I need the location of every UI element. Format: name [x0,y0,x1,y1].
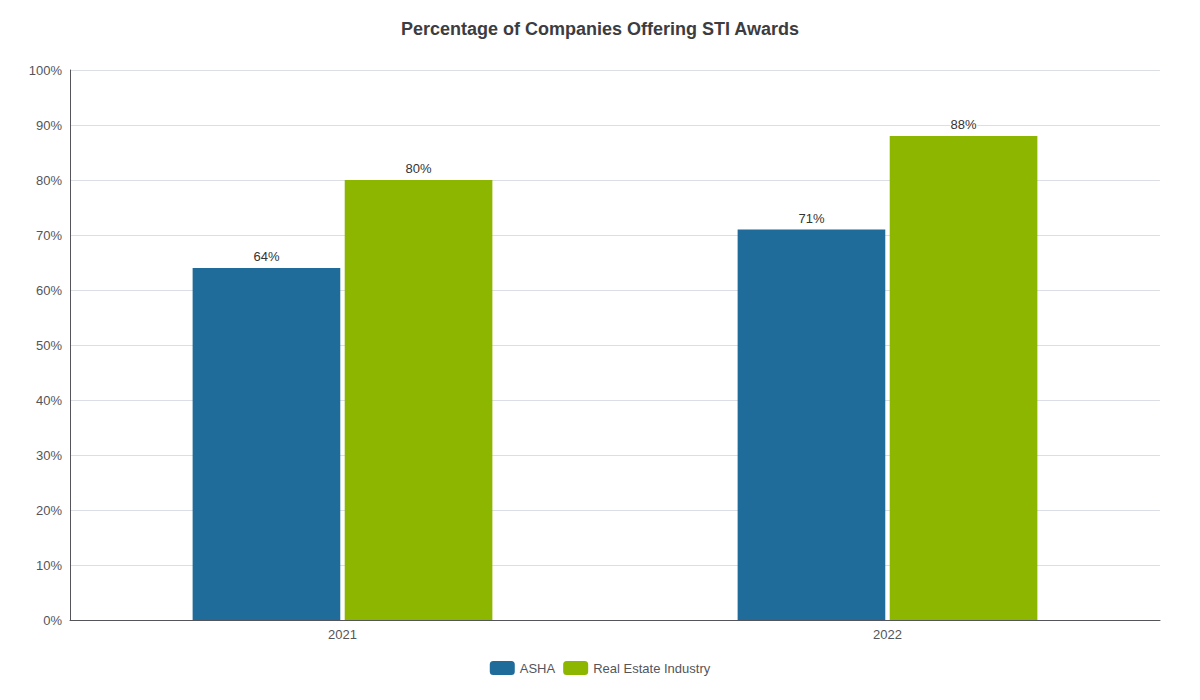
svg-text:60%: 60% [36,283,62,298]
svg-text:0%: 0% [43,613,62,628]
svg-text:70%: 70% [36,228,62,243]
svg-text:10%: 10% [36,558,62,573]
svg-text:Real Estate Industry: Real Estate Industry [593,661,711,676]
svg-text:2022: 2022 [873,627,902,642]
svg-text:71%: 71% [798,211,824,226]
svg-text:20%: 20% [36,503,62,518]
svg-text:64%: 64% [253,249,279,264]
svg-text:80%: 80% [36,173,62,188]
svg-text:50%: 50% [36,338,62,353]
svg-text:80%: 80% [406,161,432,176]
svg-text:100%: 100% [29,63,63,78]
svg-text:2021: 2021 [328,627,357,642]
svg-text:30%: 30% [36,448,62,463]
svg-text:Percentage of Companies Offeri: Percentage of Companies Offering STI Awa… [401,19,799,39]
svg-text:40%: 40% [36,393,62,408]
svg-text:90%: 90% [36,118,62,133]
svg-text:ASHA: ASHA [520,661,556,676]
svg-text:88%: 88% [951,117,977,132]
